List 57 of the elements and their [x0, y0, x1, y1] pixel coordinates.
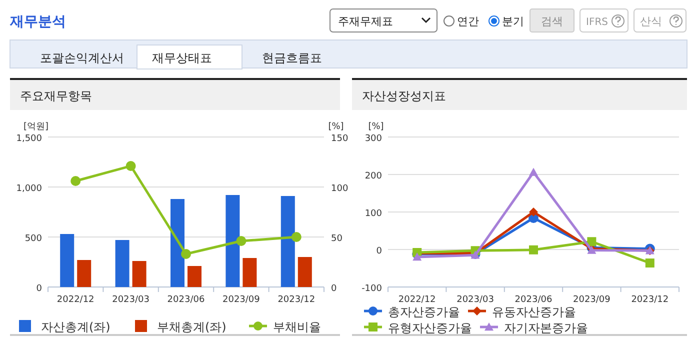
- x-tick-label: 2023/06: [167, 295, 205, 305]
- legend-label: 자기자본증가율: [504, 321, 588, 335]
- page-header: 재무분석 주재무제표 연간 분기 검색 IFRS 산식 포괄손익계산서 재무상태표 현금흐름표: [10, 8, 688, 70]
- y2-tick-label: 100: [331, 184, 348, 194]
- x-tick-label: 2023/06: [514, 295, 552, 305]
- chart-title: 자산성장성지표: [362, 89, 446, 103]
- y-tick-label: 200: [364, 172, 382, 182]
- bar: [188, 266, 202, 287]
- y2-axis-title: [%]: [328, 122, 344, 132]
- bar: [60, 234, 74, 287]
- x-tick-label: 2022/12: [398, 295, 436, 305]
- bar: [77, 260, 92, 287]
- y2-tick-label: 0: [331, 284, 337, 294]
- x-tick-label: 2023/09: [222, 295, 260, 305]
- y-tick-label: 0: [376, 246, 382, 256]
- bar: [242, 258, 257, 287]
- y2-tick-label: 150: [331, 134, 348, 144]
- y-axis-title: [억원]: [23, 122, 49, 132]
- y2-tick-label: 50: [331, 234, 343, 244]
- legend-label: 부채총계(좌): [157, 320, 226, 334]
- point: [645, 258, 654, 268]
- point: [529, 208, 538, 216]
- x-tick-label: 2023/12: [631, 295, 669, 305]
- point: [587, 237, 596, 246]
- legend-label: 총자산증가율: [388, 305, 460, 319]
- point: [529, 168, 538, 176]
- y-tick-label: 500: [24, 234, 42, 244]
- y-axis-title: [%]: [368, 122, 384, 132]
- bar: [132, 261, 146, 287]
- bar: [170, 199, 184, 287]
- point: [70, 176, 81, 186]
- y-tick-label: 1,000: [16, 184, 42, 194]
- bar: [280, 196, 295, 287]
- legend-label: 유동자산증가율: [492, 305, 576, 319]
- y-tick-label: 0: [36, 284, 42, 294]
- y-tick-label: 100: [364, 209, 382, 219]
- point: [126, 161, 136, 171]
- chart-title: 주요재무항목: [20, 89, 92, 103]
- y-tick-label: 300: [364, 134, 382, 144]
- point: [181, 249, 191, 259]
- x-tick-label: 2023/03: [112, 295, 150, 305]
- legend-label: 부채비율: [273, 320, 321, 334]
- bar: [298, 257, 312, 287]
- legend-label: 자산총계(좌): [41, 320, 110, 334]
- bar: [115, 240, 130, 287]
- x-tick-label: 2023/03: [456, 295, 494, 305]
- x-tick-label: 2023/12: [278, 295, 316, 305]
- point: [529, 245, 538, 254]
- point: [412, 252, 422, 261]
- y-tick-label: 1,500: [16, 134, 42, 144]
- legend-label: 유형자산증가율: [388, 321, 472, 335]
- point: [236, 236, 246, 246]
- point: [291, 232, 302, 242]
- x-tick-label: 2022/12: [56, 295, 94, 305]
- x-tick-label: 2023/09: [573, 295, 611, 305]
- bar: [226, 195, 240, 287]
- y-tick-label: -100: [362, 284, 382, 294]
